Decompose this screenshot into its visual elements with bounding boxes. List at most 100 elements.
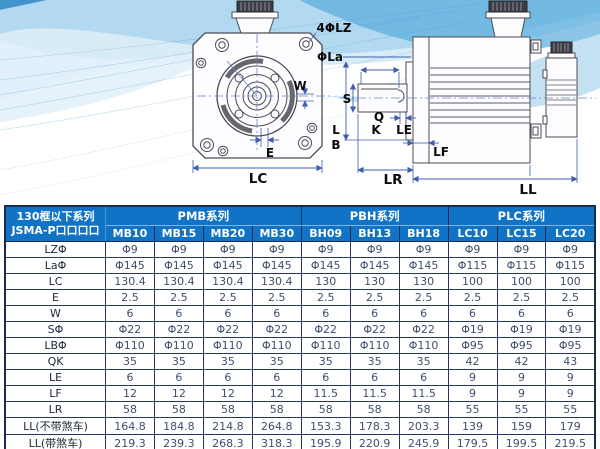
spec-cell: 6: [496, 305, 547, 322]
spec-cell: 245.9: [398, 434, 449, 449]
spec-cell: 11.5: [300, 385, 351, 402]
spec-cell: 6: [300, 369, 351, 386]
spec-cell: Φ9: [153, 241, 204, 258]
spec-cell: 6: [349, 305, 400, 322]
spec-cell: Φ9: [251, 241, 302, 258]
table-row: SΦ Φ22 Φ22 Φ22 Φ22 Φ22 Φ22 Φ22 Φ19 Φ19 Φ19: [4, 321, 596, 338]
row-label: LL(不带煞车): [4, 417, 106, 435]
spec-cell: 179: [545, 417, 596, 435]
front-view-centerlines: [197, 34, 332, 152]
spec-cell: 100: [447, 273, 498, 290]
spec-cell: 130.4: [153, 273, 204, 290]
spec-cell: Φ145: [251, 257, 302, 274]
spec-cell: 268.3: [202, 434, 253, 449]
spec-cell: 58: [398, 401, 449, 418]
dim-label-e: E: [266, 146, 274, 160]
cooling-fins-icon: [430, 67, 530, 124]
spec-cell: 6: [447, 305, 498, 322]
spec-cell: Φ110: [153, 337, 204, 354]
flange-outline: [192, 32, 323, 159]
spec-cell: 6: [105, 305, 155, 322]
spec-cell: Φ110: [251, 337, 302, 354]
spec-cell: 12: [105, 385, 155, 402]
spec-cell: 130.4: [202, 273, 253, 290]
spec-cell: 58: [300, 401, 351, 418]
spec-cell: Φ110: [202, 337, 253, 354]
column-header-bh09: BH09: [300, 225, 351, 242]
dim-label-lf: LF: [433, 145, 449, 159]
spec-cell: Φ145: [202, 257, 253, 274]
table-row: LL(不带煞车) 164.8 184.8 214.8 264.8 153.3 178.3 20…: [4, 417, 596, 435]
spec-cell: 58: [153, 401, 204, 418]
spec-cell: 6: [251, 305, 302, 322]
spec-cell: 214.8: [202, 417, 253, 435]
spec-cell: 9: [447, 385, 498, 402]
spec-cell: 239.3: [153, 434, 204, 449]
spec-cell: 153.3: [300, 417, 351, 435]
spec-cell: Φ110: [398, 337, 449, 354]
row-label: QK: [4, 353, 106, 370]
spec-cell: 219.3: [105, 434, 155, 449]
dim-label-q: Q: [374, 110, 384, 124]
spec-cell: Φ145: [349, 257, 400, 274]
spec-cell: Φ9: [349, 241, 400, 258]
spec-cell: 6: [153, 305, 204, 322]
spec-cell: Φ9: [545, 241, 596, 258]
spec-cell: Φ9: [398, 241, 449, 258]
front-view-dimensions: [192, 32, 411, 173]
column-header-lc10: LC10: [447, 225, 498, 242]
row-label: LBΦ: [4, 337, 106, 354]
spec-cell: 55: [447, 401, 498, 418]
spec-cell: Φ9: [496, 241, 547, 258]
side-view-dimensions: [342, 61, 578, 183]
spec-cell: Φ19: [447, 321, 498, 338]
table-row: LF 12 12 12 12 11.5 11.5 11.5 9 9 9: [4, 385, 596, 402]
spec-cell: 264.8: [251, 417, 302, 435]
spec-cell: 179.5: [447, 434, 498, 449]
table-row: LC 130.4 130.4 130.4 130.4 130 130 130 100 100 100: [4, 273, 596, 290]
spec-cell: 2.5: [105, 289, 155, 306]
mounting-holes-icon: [195, 37, 318, 157]
spec-cell: Φ95: [496, 337, 547, 354]
spec-cell: Φ115: [545, 257, 596, 274]
spec-cell: 178.3: [349, 417, 400, 435]
spec-cell: 6: [105, 369, 155, 386]
spec-cell: 164.8: [105, 417, 155, 435]
front-connector-icon: [236, 0, 274, 13]
corner-title-line1: 130框以下系列: [16, 210, 95, 223]
spec-cell: 130: [398, 273, 449, 290]
spec-cell: 12: [251, 385, 302, 402]
spec-cell: 35: [153, 353, 204, 370]
spec-cell: Φ95: [447, 337, 498, 354]
spec-cell: 130: [300, 273, 351, 290]
dim-label-s: S: [343, 92, 352, 106]
spec-cell: 6: [349, 369, 400, 386]
spec-cell: Φ9: [300, 241, 351, 258]
spec-cell: 58: [251, 401, 302, 418]
spec-cell: 12: [153, 385, 204, 402]
spec-cell: 6: [398, 369, 449, 386]
row-label: LaΦ: [4, 257, 106, 274]
spec-cell: 6: [300, 305, 351, 322]
spec-cell: 58: [202, 401, 253, 418]
row-label: W: [4, 305, 106, 322]
column-header-mb30: MB30: [251, 225, 302, 242]
dim-label-lc: LC: [249, 171, 268, 187]
spec-cell: Φ22: [300, 321, 351, 338]
spec-table-head: 130框以下系列 JSMA-P口口口口 PMB系列 PBH系列 PLC系列 MB…: [4, 205, 596, 242]
dim-label-b: B: [331, 138, 340, 152]
spec-cell: Φ22: [251, 321, 302, 338]
spec-cell: 55: [545, 401, 596, 418]
row-label: E: [4, 289, 106, 306]
encoder-housing: [545, 57, 578, 138]
spec-cell: Φ110: [105, 337, 155, 354]
table-row: LBΦ Φ110 Φ110 Φ110 Φ110 Φ110 Φ110 Φ110 Φ95 Φ95 Φ95: [4, 337, 596, 354]
spec-cell: 6: [398, 305, 449, 322]
dim-label-w: W: [293, 79, 306, 93]
spec-cell: 130.4: [251, 273, 302, 290]
spec-cell: Φ110: [349, 337, 400, 354]
spec-cell: 35: [398, 353, 449, 370]
spec-cell: 318.3: [251, 434, 302, 449]
